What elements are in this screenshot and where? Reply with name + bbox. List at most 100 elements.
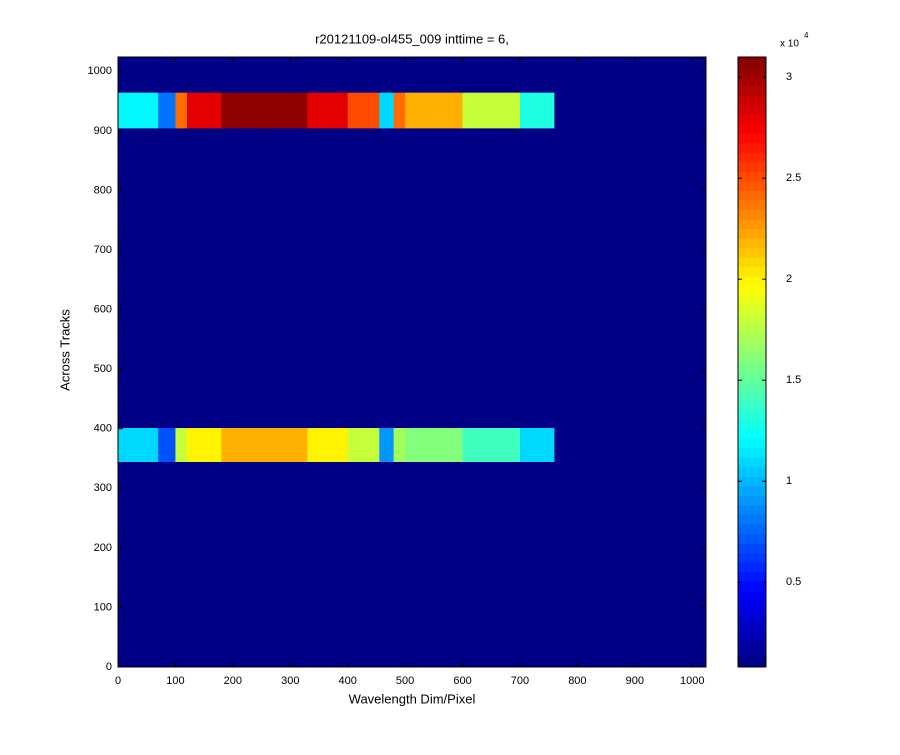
- x-tick-label: 800: [568, 675, 586, 687]
- colorbar-swatch: [738, 638, 766, 649]
- heat-cell: [554, 57, 707, 93]
- colorbar-swatch: [738, 76, 766, 87]
- heat-cell: [519, 127, 555, 429]
- heat-cell: [158, 92, 176, 129]
- colorbar-swatch: [738, 142, 766, 153]
- colorbar-swatch: [738, 447, 766, 458]
- colorbar-swatch: [738, 266, 766, 277]
- colorbar-swatch: [738, 371, 766, 382]
- colorbar-swatch: [738, 514, 766, 525]
- heat-cell: [393, 92, 406, 129]
- heat-cell: [462, 427, 521, 462]
- colorbar-swatch: [738, 209, 766, 220]
- colorbar-swatch: [738, 438, 766, 449]
- colorbar-swatch: [738, 180, 766, 191]
- heat-cell: [158, 461, 176, 668]
- heat-cell: [186, 57, 222, 93]
- x-tick-label: 700: [511, 675, 529, 687]
- colorbar-swatch: [738, 562, 766, 573]
- heat-cell: [175, 57, 188, 93]
- heat-cell: [261, 57, 308, 93]
- colorbar-swatch: [738, 476, 766, 487]
- colorbar-swatch: [738, 199, 766, 210]
- y-tick-label: 1000: [88, 65, 112, 77]
- heat-cell: [307, 57, 349, 93]
- colorbar-exponent: 4: [804, 31, 809, 40]
- heat-cell: [221, 57, 263, 93]
- heat-cell: [221, 461, 263, 668]
- heat-cell: [347, 127, 380, 429]
- colorbar-swatch: [738, 133, 766, 144]
- colorbar-swatch: [738, 314, 766, 325]
- colorbar-swatch: [738, 504, 766, 515]
- plot-frame: [117, 56, 707, 668]
- heat-cell: [405, 127, 464, 429]
- colorbar-swatch: [738, 609, 766, 620]
- colorbar-frame: [737, 56, 767, 668]
- heat-cell: [175, 92, 188, 129]
- colorbar-swatch: [738, 238, 766, 249]
- colorbar-swatch: [738, 381, 766, 392]
- heat-cell: [158, 127, 176, 429]
- colorbar-swatch: [738, 362, 766, 373]
- colorbar-swatch: [738, 647, 766, 658]
- colorbar-swatch: [738, 276, 766, 287]
- heat-cell: [462, 127, 521, 429]
- heat-cell: [554, 92, 707, 129]
- colorbar-swatch: [738, 228, 766, 239]
- heat-cell: [405, 461, 464, 668]
- heat-cell: [393, 127, 406, 429]
- heat-cell: [175, 461, 188, 668]
- colorbar-swatch: [738, 95, 766, 106]
- heat-cell: [118, 57, 159, 93]
- colorbar-swatch: [738, 552, 766, 563]
- colorbar-swatch: [738, 152, 766, 163]
- heat-cell: [405, 57, 464, 93]
- heat-cell: [118, 127, 159, 429]
- heat-cell: [519, 92, 555, 129]
- y-tick-label: 800: [94, 184, 112, 196]
- colorbar-swatch: [738, 57, 766, 68]
- colorbar-tick-label: 3: [786, 71, 792, 83]
- colorbar-swatch: [738, 161, 766, 172]
- colorbar: [738, 57, 766, 668]
- heat-cell: [307, 127, 349, 429]
- colorbar-swatch: [738, 219, 766, 230]
- x-tick-label: 400: [339, 675, 357, 687]
- heat-cell: [186, 127, 222, 429]
- heat-cell: [379, 461, 395, 668]
- colorbar-swatch: [738, 543, 766, 554]
- colorbar-swatch: [738, 466, 766, 477]
- heat-cell: [186, 92, 222, 129]
- colorbar-swatch: [738, 571, 766, 582]
- colorbar-tick-label: 0.5: [786, 576, 801, 588]
- y-tick-label: 500: [94, 363, 112, 375]
- x-tick-label: 1000: [680, 675, 704, 687]
- colorbar-swatch: [738, 114, 766, 125]
- plot-area: [118, 57, 707, 668]
- heat-cell: [118, 461, 159, 668]
- colorbar-swatch: [738, 495, 766, 506]
- colorbar-swatch: [738, 524, 766, 535]
- colorbar-swatch: [738, 485, 766, 496]
- x-tick-label: 300: [281, 675, 299, 687]
- colorbar-swatch: [738, 600, 766, 611]
- heat-cell: [186, 427, 222, 462]
- colorbar-swatch: [738, 123, 766, 134]
- colorbar-swatch: [738, 247, 766, 258]
- heat-cell: [307, 427, 349, 462]
- heat-cell: [307, 92, 349, 129]
- heat-cell: [393, 461, 406, 668]
- heat-cell: [221, 92, 263, 129]
- heat-cell: [379, 92, 395, 129]
- heat-cell: [118, 427, 159, 462]
- heat-cell: [379, 127, 395, 429]
- heat-cell: [519, 461, 555, 668]
- x-tick-label: 500: [396, 675, 414, 687]
- colorbar-swatch: [738, 619, 766, 630]
- heat-cell: [221, 427, 263, 462]
- heat-cell: [554, 127, 707, 429]
- heat-cell: [158, 57, 176, 93]
- colorbar-swatch: [738, 295, 766, 306]
- heat-cell: [462, 461, 521, 668]
